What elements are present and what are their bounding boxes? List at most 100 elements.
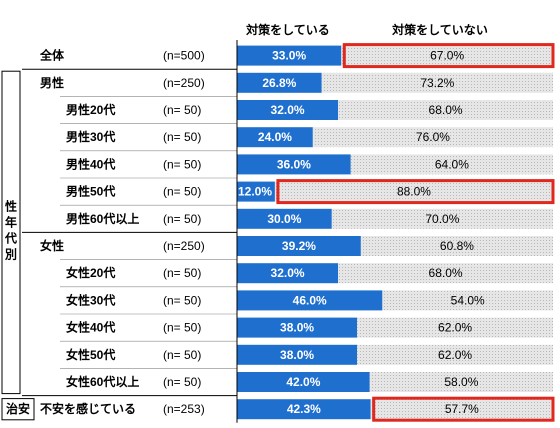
bar-yes (237, 263, 339, 284)
data-label-yes: 32.0% (271, 266, 305, 280)
data-label-yes: 46.0% (293, 293, 327, 307)
table-row: 女性20代 (n= 50) 32.0% 68.0% (66, 263, 553, 284)
table-row: 全体 (n=500) 33.0% 67.0% (39, 43, 555, 69)
row-n: (n= 50) (163, 348, 201, 362)
row-n: (n= 50) (163, 321, 201, 335)
data-label-no: 60.8% (440, 239, 474, 253)
data-label-yes: 39.2% (282, 239, 316, 253)
table-row: 男性60代以上 (n= 50) 30.0% 70.0% (66, 208, 553, 229)
data-label-no: 58.0% (444, 375, 478, 389)
table-row: 不安を感じている (n=253) 42.3% 57.7% (40, 396, 555, 422)
legend-no-label: 対策をしていない (391, 22, 488, 37)
data-label-no: 73.2% (420, 76, 454, 90)
row-label: 男性20代 (66, 102, 115, 117)
bar-yes (237, 72, 322, 93)
bar-no (357, 344, 553, 365)
bar-yes (237, 399, 371, 420)
bar-yes (237, 208, 332, 229)
bar-yes (237, 127, 313, 148)
bar-yes (237, 317, 358, 338)
table-row: 女性30代 (n= 50) 46.0% 54.0% (66, 290, 553, 311)
data-label-no: 68.0% (429, 266, 463, 280)
table-row: 男性30代 (n= 50) 24.0% 76.0% (66, 127, 553, 148)
row-n: (n= 50) (163, 266, 201, 280)
row-label: 女性30代 (66, 292, 115, 307)
row-label: 全体 (39, 48, 65, 63)
bar-no (360, 236, 553, 256)
legend: 対策をしている 対策をしていない (245, 22, 488, 37)
data-label-yes: 42.0% (286, 375, 320, 389)
data-label-yes: 42.3% (287, 402, 321, 416)
table-row: 女性60代以上 (n= 50) 42.0% 58.0% (66, 372, 553, 392)
data-label-yes: 38.0% (280, 321, 314, 335)
bar-no (350, 154, 553, 175)
row-label: 男性40代 (66, 156, 115, 171)
data-label-no: 62.0% (438, 348, 472, 362)
legend-yes-label: 対策をしている (245, 22, 330, 37)
row-label: 女性40代 (66, 320, 115, 335)
bar-no (321, 72, 553, 93)
row-label: 女性50代 (66, 347, 115, 362)
data-label-yes: 36.0% (277, 157, 311, 171)
bar-yes (237, 181, 275, 202)
table-row: 女性40代 (n= 50) 38.0% 62.0% (66, 317, 553, 338)
data-label-no: 76.0% (416, 130, 450, 144)
data-label-no: 57.7% (445, 402, 479, 416)
bar-yes (237, 100, 339, 120)
row-label: 男性30代 (66, 129, 115, 144)
bar-no (370, 399, 553, 420)
bar-no (382, 290, 553, 311)
chart-lines (22, 40, 238, 423)
group-label-gender-age-char: 性 (4, 198, 17, 213)
group-label-worry: 治安 (6, 401, 30, 416)
group-box-gender-age (1, 70, 21, 395)
highlight-box (342, 43, 555, 69)
bar-no (312, 127, 553, 148)
row-label: 女性60代以上 (66, 374, 139, 389)
row-n: (n= 50) (163, 130, 201, 144)
table-row: 男性 (n=250) 26.8% 73.2% (40, 72, 553, 93)
row-n: (n=253) (163, 402, 205, 416)
table-row: 女性50代 (n= 50) 38.0% 62.0% (66, 344, 553, 365)
data-label-yes: 24.0% (258, 130, 292, 144)
group-label-gender-age-char: 別 (4, 247, 17, 261)
data-label-no: 54.0% (451, 293, 485, 307)
bar-no (338, 263, 553, 284)
highlight-box (276, 179, 555, 205)
row-n: (n= 50) (163, 103, 201, 117)
group-label-gender-age-char: 年 (5, 214, 17, 229)
row-label: 男性50代 (66, 184, 115, 199)
bar-no (331, 208, 553, 229)
data-label-yes: 26.8% (262, 76, 296, 90)
bar-yes (237, 290, 383, 311)
row-n: (n= 50) (163, 212, 201, 226)
row-n: (n= 50) (163, 375, 201, 389)
row-n: (n= 50) (163, 185, 201, 199)
bar-no (369, 372, 553, 392)
data-label-yes: 33.0% (272, 49, 306, 63)
bar-no (341, 45, 553, 66)
data-label-yes: 30.0% (267, 212, 301, 226)
row-n: (n=500) (163, 49, 205, 63)
data-label-no: 70.0% (425, 212, 459, 226)
table-row: 女性 (n=250) 39.2% 60.8% (40, 236, 553, 256)
highlight-box (372, 396, 555, 422)
row-label: 女性 (40, 238, 64, 253)
data-label-no: 68.0% (429, 103, 463, 117)
bar-yes (237, 154, 351, 175)
table-row: 男性20代 (n= 50) 32.0% 68.0% (66, 100, 553, 120)
row-n: (n=250) (163, 76, 205, 90)
row-n: (n= 50) (163, 157, 201, 171)
bar-no (357, 317, 553, 338)
bar-yes (237, 236, 361, 256)
bar-yes (237, 344, 358, 365)
row-label: 男性 (40, 75, 64, 90)
row-n: (n=250) (163, 239, 205, 253)
data-label-no: 62.0% (438, 321, 472, 335)
table-row: 男性50代 (n= 50) 12.0% 88.0% (66, 179, 555, 205)
data-label-yes: 38.0% (280, 348, 314, 362)
table-row: 男性40代 (n= 50) 36.0% 64.0% (66, 154, 553, 175)
data-label-no: 67.0% (430, 49, 464, 63)
